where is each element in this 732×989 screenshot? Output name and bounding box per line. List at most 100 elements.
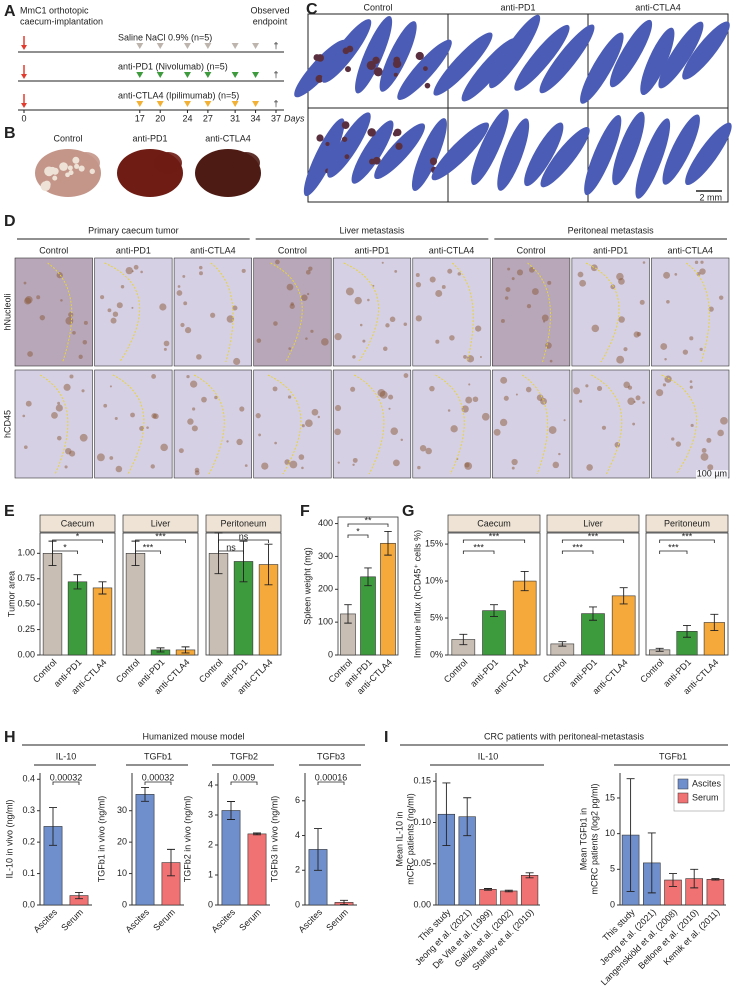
stain — [65, 316, 74, 325]
error-bar — [264, 543, 273, 586]
facet-strip — [39, 514, 116, 533]
facet-title: Liver — [583, 518, 603, 528]
group-label: anti-PD1 (Nivolumab) (n=5) — [118, 61, 228, 71]
timeline-title: caecum-implantation — [20, 16, 103, 26]
stain — [392, 459, 400, 467]
significance-bracket — [135, 539, 186, 543]
tumor-border — [267, 374, 302, 475]
y-tick-label: 0.3 — [22, 805, 35, 815]
metastasis — [393, 72, 398, 77]
tumor-border — [591, 374, 623, 475]
error-bar — [589, 606, 597, 621]
stain — [56, 435, 62, 441]
stain — [51, 411, 58, 419]
stain — [675, 441, 682, 447]
significance-label: * — [63, 542, 67, 552]
stain — [359, 323, 363, 327]
x-tick-label: Ascites — [297, 907, 325, 935]
metastasis — [415, 51, 424, 61]
significance-bracket — [347, 523, 389, 527]
stain — [666, 299, 670, 304]
stain — [146, 426, 149, 429]
stain — [429, 276, 436, 283]
stain — [499, 418, 508, 427]
y-tick-label: 3 — [208, 809, 213, 819]
error-bar — [156, 647, 165, 653]
scale-bar-label: 2 mm — [700, 192, 723, 202]
y-tick-label: 0.25 — [17, 624, 35, 634]
stain — [191, 425, 198, 432]
tissue-slice — [433, 32, 493, 96]
significance-label: ns — [239, 531, 249, 541]
stain — [68, 312, 74, 318]
stain — [403, 373, 409, 378]
metastasis — [315, 74, 324, 83]
stain — [542, 320, 546, 323]
y-tick-label: 0.50 — [17, 599, 35, 609]
error-bar — [669, 873, 677, 887]
treatment-marker — [252, 72, 260, 78]
stain — [701, 448, 707, 453]
significance-bracket — [218, 550, 244, 554]
significance-bracket — [135, 550, 161, 554]
x-tick-label: Ascites — [124, 907, 152, 935]
stain — [367, 298, 370, 302]
stain — [192, 407, 196, 411]
tumor-border — [104, 262, 141, 363]
stain — [241, 268, 246, 273]
ihc-image — [253, 369, 332, 479]
nodule — [40, 181, 51, 192]
stain — [261, 462, 269, 470]
y-tick-label: 10 — [117, 868, 127, 878]
stain — [289, 303, 295, 309]
stain — [151, 374, 157, 379]
stain — [352, 457, 358, 463]
stain — [334, 333, 342, 341]
stain — [372, 284, 375, 287]
stain — [160, 443, 168, 452]
stain — [139, 425, 145, 431]
panel-label: B — [4, 125, 16, 142]
stain — [22, 414, 26, 418]
nodule — [74, 163, 80, 169]
stain — [131, 270, 134, 273]
stain — [449, 335, 455, 341]
y-tick-label: 0 — [295, 899, 300, 909]
stain — [493, 428, 501, 436]
stain — [163, 340, 170, 347]
stain — [72, 330, 76, 335]
stain — [352, 463, 355, 467]
ihc-image — [412, 369, 491, 479]
stain — [465, 396, 473, 404]
stain — [239, 406, 245, 412]
stain — [177, 285, 181, 288]
metastasis — [372, 156, 381, 165]
stain — [662, 383, 667, 387]
stain — [352, 355, 356, 359]
stain — [689, 385, 693, 389]
stain — [103, 403, 108, 408]
metastasis — [316, 134, 324, 142]
stain — [55, 404, 63, 412]
stain — [415, 281, 422, 288]
stain — [671, 437, 675, 441]
facet-strip — [122, 514, 199, 533]
column-label: anti-CTLA4 — [190, 245, 236, 255]
stain — [345, 287, 354, 296]
ihc-image — [492, 257, 571, 367]
ihc-image — [14, 257, 93, 367]
panel-label: A — [4, 3, 16, 20]
stain — [633, 400, 636, 403]
y-tick-label: 2 — [295, 865, 300, 875]
treatment-marker — [231, 43, 239, 49]
stain — [308, 266, 313, 271]
y-tick-label: 0.15 — [413, 776, 431, 786]
y-tick-label: 5 — [610, 864, 615, 874]
stain — [311, 408, 319, 416]
error-bar — [384, 531, 392, 556]
stain — [541, 314, 549, 322]
stain — [700, 453, 709, 461]
bar — [380, 542, 396, 656]
stain — [694, 260, 699, 265]
